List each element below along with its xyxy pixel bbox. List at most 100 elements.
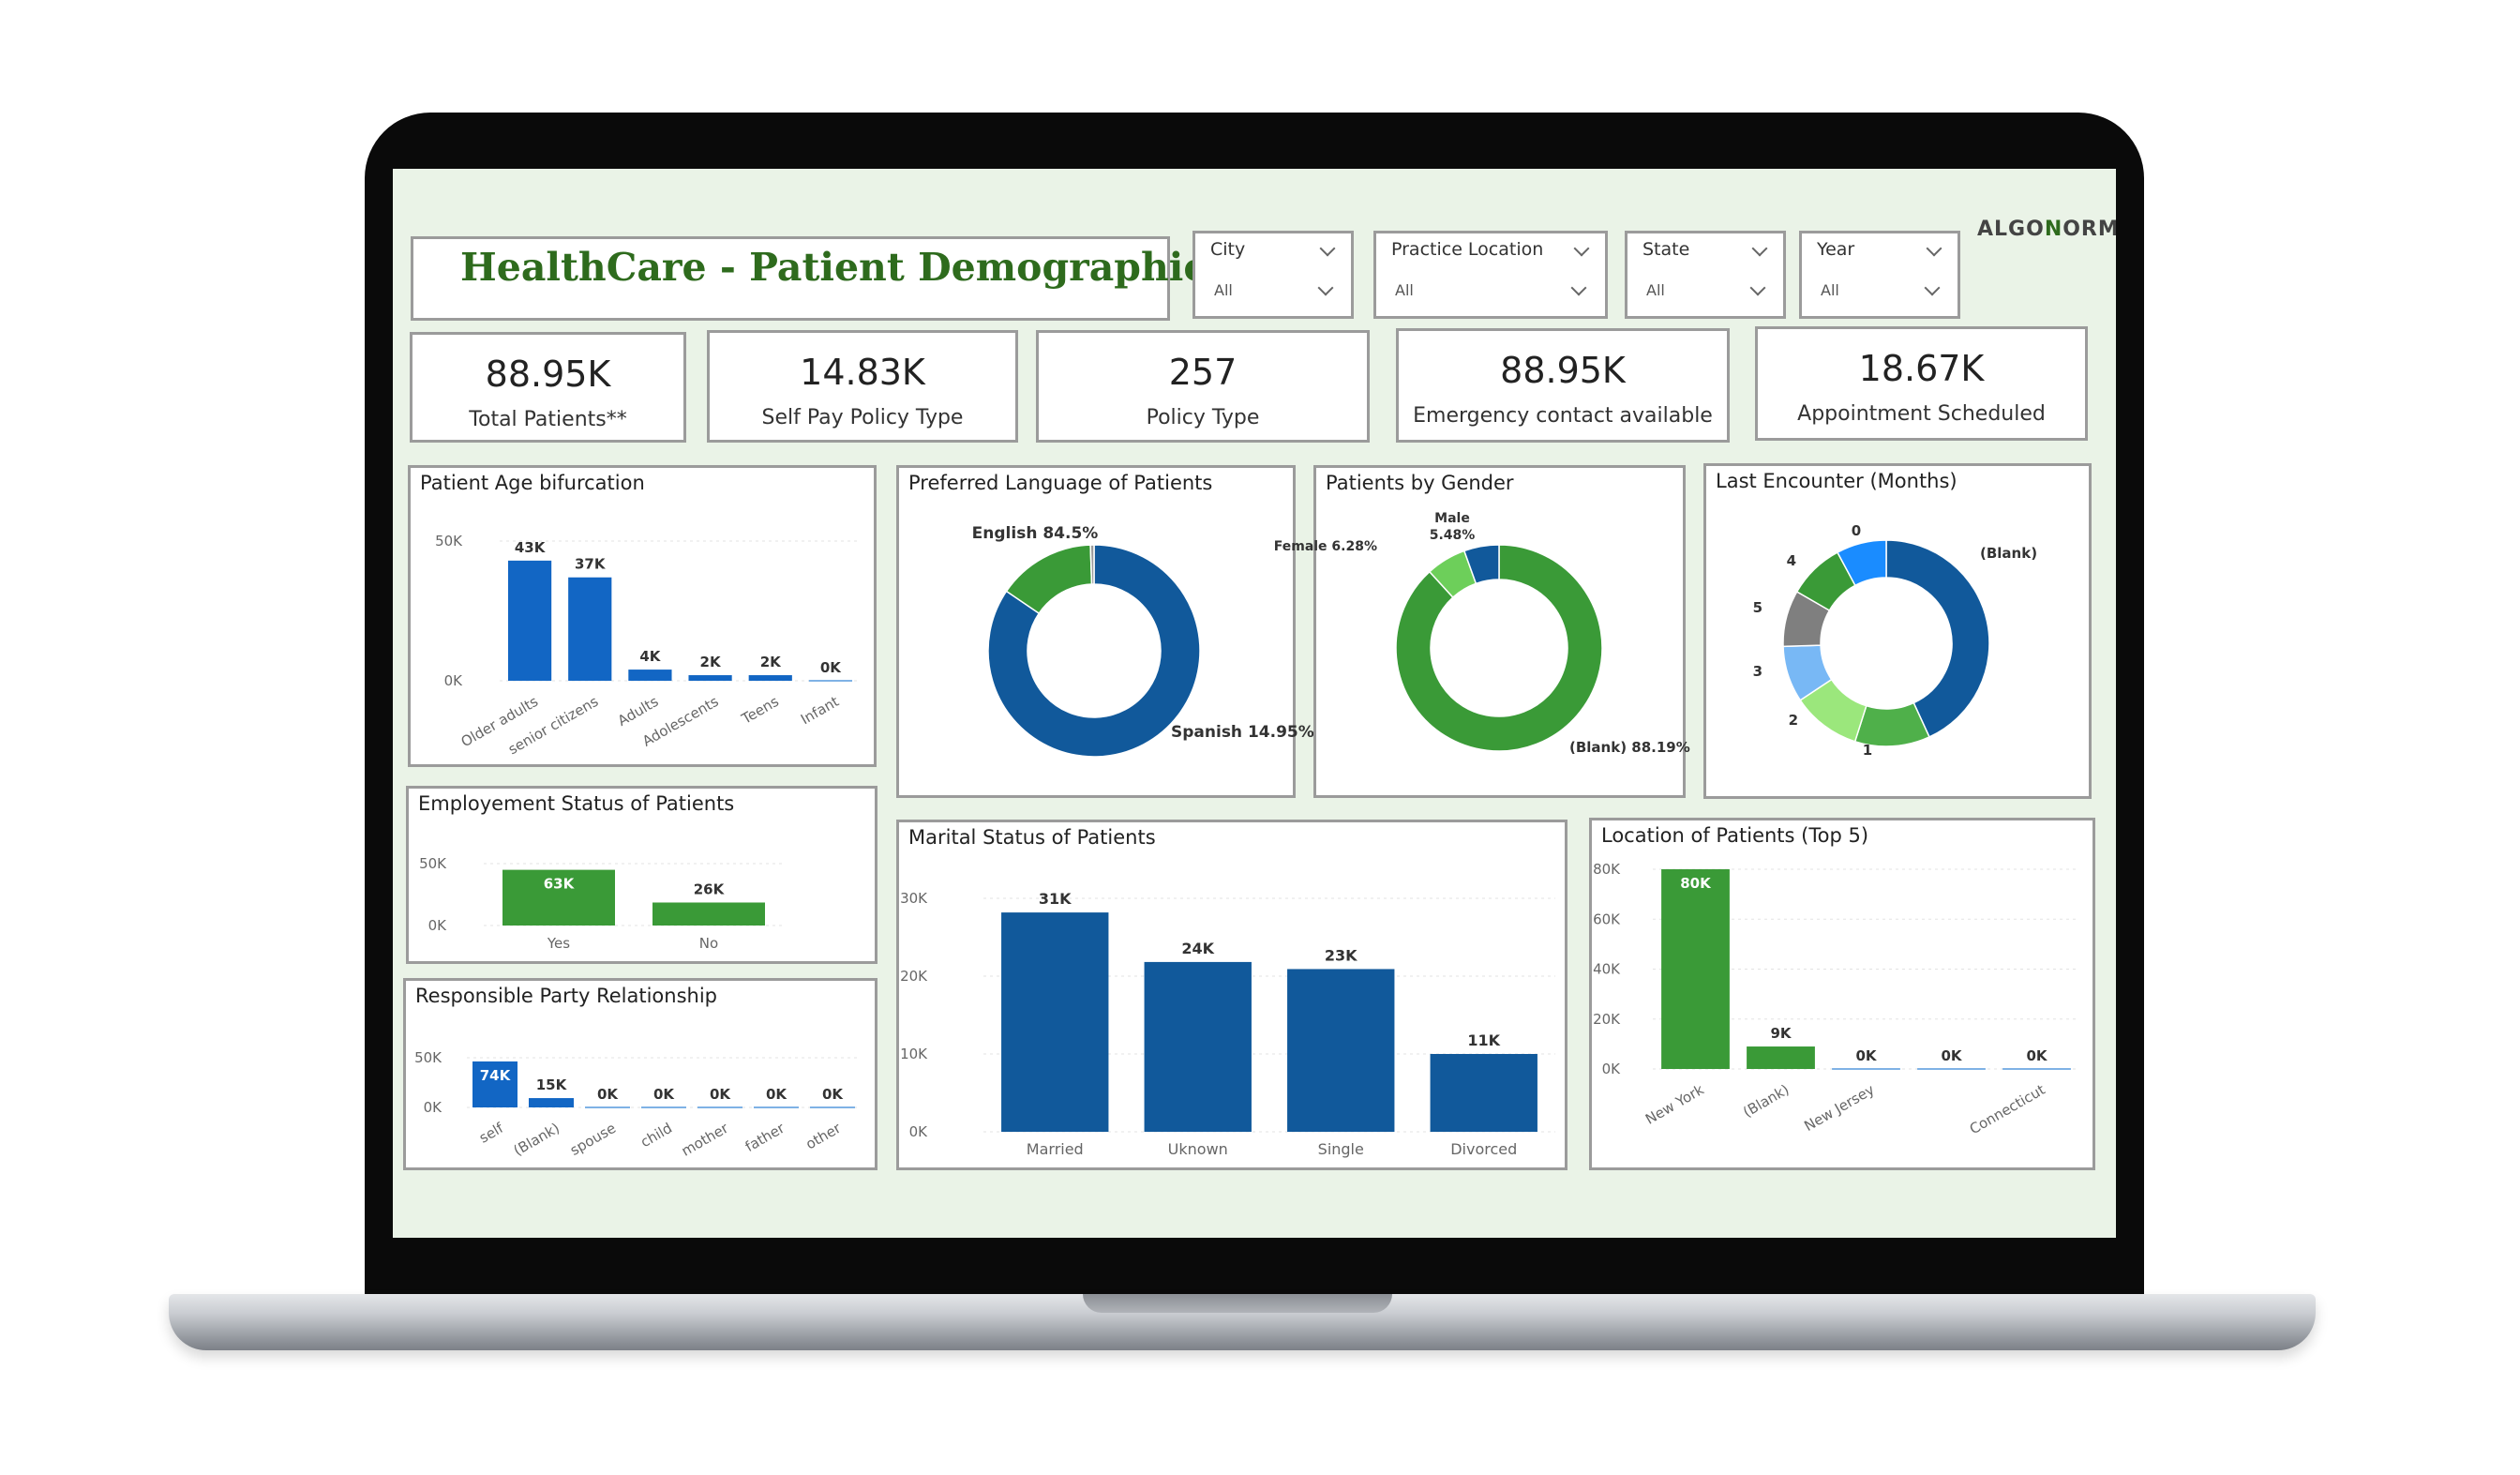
x-tick-label: Adults — [615, 693, 662, 730]
chart-svg: 50K 0K 63K Yes 26K No — [419, 855, 784, 952]
chart-svg: 30K 20K 10K 0K 31K Married 24K Uknown 23K Single 1… — [900, 890, 1555, 1158]
chart-bar — [652, 902, 765, 926]
slicer-label: State — [1642, 239, 1690, 260]
dashboard-screen: HealthCare - Patient Demographics City A… — [393, 169, 2116, 1238]
chevron-down-icon[interactable] — [1317, 279, 1334, 296]
x-tick-label: No — [699, 935, 718, 952]
slicer-value[interactable]: All — [1395, 281, 1414, 299]
slicer-city[interactable]: City All — [1192, 231, 1354, 319]
x-tick-label: self — [476, 1120, 507, 1147]
chart-svg: 80K 60K 40K 20K 0K 80K New York 9K (Blank) 0K New … — [1593, 861, 2079, 1137]
data-label: 26K — [694, 880, 726, 897]
y-tick-label: 30K — [900, 890, 928, 907]
data-label: Male — [1434, 511, 1470, 526]
data-label: 5 — [1753, 599, 1762, 616]
slicer-value[interactable]: All — [1821, 281, 1839, 299]
data-label: 37K — [575, 556, 607, 573]
chevron-down-icon — [1926, 240, 1942, 257]
data-label: 0K — [1855, 1047, 1877, 1064]
y-tick-label: 40K — [1593, 961, 1621, 978]
chart-bar — [529, 1098, 574, 1107]
chevron-down-icon[interactable] — [1749, 279, 1766, 296]
chart-bar — [1001, 912, 1109, 1132]
chart-title: Last Encounter (Months) — [1716, 470, 1958, 492]
chart-bar — [748, 675, 792, 681]
kpi-value: 257 — [1168, 352, 1238, 393]
kpi-policy-type: 257 Policy Type — [1036, 330, 1370, 443]
chart-bar — [1144, 961, 1252, 1132]
chart-bar — [1287, 969, 1395, 1132]
chart-svg: (Blank) 88.19% Female 6.28% Male 5.48% — [1274, 511, 1690, 756]
chart-title: Employement Status of Patients — [418, 792, 735, 815]
y-tick-label: 60K — [1593, 911, 1621, 927]
panel-gender: Patients by Gender (Blank) 88.19% Female … — [1274, 465, 1690, 798]
y-tick-label: 20K — [900, 968, 928, 985]
y-tick-label: 50K — [414, 1049, 442, 1066]
title-box: HealthCare - Patient Demographics — [411, 236, 1228, 321]
kpi-value: 88.95K — [1500, 350, 1626, 391]
x-tick-label: spouse — [567, 1120, 619, 1159]
y-tick-label: 0K — [428, 917, 448, 934]
kpi-emergency-contact: 88.95K Emergency contact available — [1396, 328, 1730, 443]
chart-title: Preferred Language of Patients — [908, 472, 1213, 494]
x-tick-label: (Blank) — [511, 1120, 562, 1159]
panel-responsible-party: Responsible Party Relationship 50K 0K 74K s… — [403, 978, 878, 1170]
slicer-state[interactable]: State All — [1625, 231, 1786, 319]
data-label: 4K — [639, 648, 661, 665]
data-label: 5.48% — [1430, 528, 1476, 543]
donut-slice — [1395, 544, 1603, 752]
kpi-label: Emergency contact available — [1413, 404, 1713, 428]
brand-suffix: ORM — [2062, 218, 2116, 241]
x-tick-label: child — [638, 1120, 675, 1151]
x-tick-label: (Blank) — [1740, 1081, 1792, 1121]
x-tick-label: other — [802, 1119, 844, 1152]
data-label: English 84.5% — [972, 524, 1099, 543]
data-label: 11K — [1467, 1031, 1500, 1049]
data-label: 2K — [700, 654, 722, 670]
x-tick-label: New Jersey — [1801, 1081, 1877, 1135]
y-tick-label: 10K — [900, 1046, 928, 1062]
brand-prefix: ALGO — [1977, 218, 2045, 241]
panel-location: Location of Patients (Top 5) 80K 60K 40K 20… — [1589, 818, 2095, 1170]
data-label: 74K — [480, 1067, 512, 1084]
data-label: (Blank) 88.19% — [1569, 739, 1690, 756]
x-tick-label: Married — [1027, 1140, 1084, 1158]
chart-bar — [1661, 869, 1730, 1069]
chart-title: Responsible Party Relationship — [415, 985, 718, 1007]
chevron-down-icon[interactable] — [1570, 279, 1587, 296]
data-label: 3 — [1753, 663, 1762, 680]
slicer-practice-location[interactable]: Practice Location All — [1373, 231, 1608, 319]
chart-title: Patients by Gender — [1326, 472, 1514, 494]
data-label: 0K — [820, 659, 842, 676]
data-label: 2 — [1789, 712, 1798, 729]
slicer-year[interactable]: Year All — [1799, 231, 1960, 319]
chart-svg: 50K0K74Kself15K(Blank)0Kspouse0Kchild0Km… — [414, 1049, 861, 1160]
brand-o: N — [2044, 218, 2063, 241]
donut-slice — [987, 544, 1201, 758]
chart-bar — [568, 577, 612, 681]
slicer-label: City — [1210, 239, 1246, 260]
slicer-label: Practice Location — [1391, 239, 1544, 260]
chart-bar — [502, 869, 615, 926]
y-tick-label: 0K — [909, 1123, 929, 1140]
chart-title: Patient Age bifurcation — [420, 472, 645, 494]
x-tick-label: Infant — [798, 693, 842, 729]
kpi-label: Appointment Scheduled — [1797, 402, 2046, 426]
x-tick-label: Yes — [547, 935, 570, 952]
kpi-appointment-scheduled: 18.67K Appointment Scheduled — [1755, 326, 2088, 441]
chevron-down-icon[interactable] — [1924, 279, 1941, 296]
chart-title: Marital Status of Patients — [908, 826, 1156, 849]
data-label: 1 — [1863, 742, 1872, 759]
chevron-down-icon — [1319, 240, 1336, 257]
slicer-value[interactable]: All — [1214, 281, 1233, 299]
y-tick-label: 0K — [424, 1099, 443, 1116]
slicer-value[interactable]: All — [1646, 281, 1665, 299]
chart-bar — [1747, 1046, 1815, 1069]
y-tick-label: 20K — [1593, 1011, 1621, 1028]
chart-bar — [628, 670, 672, 681]
panel-age: Patient Age bifurcation 50K 0K 43K Older ad… — [408, 465, 877, 767]
x-tick-label: Uknown — [1168, 1140, 1228, 1158]
chart-bar — [507, 560, 552, 681]
x-tick-label: Single — [1318, 1140, 1364, 1158]
page-title: HealthCare - Patient Demographics — [460, 245, 1229, 290]
